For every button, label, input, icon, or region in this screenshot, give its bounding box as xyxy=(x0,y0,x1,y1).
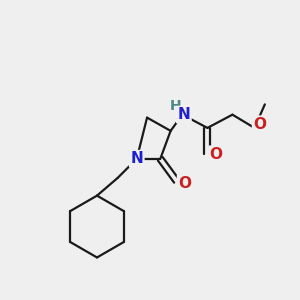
Text: H: H xyxy=(170,99,182,113)
Text: N: N xyxy=(178,107,190,122)
Text: N: N xyxy=(130,151,143,166)
Text: O: O xyxy=(253,117,266,132)
Text: O: O xyxy=(178,176,191,191)
Text: O: O xyxy=(210,147,223,162)
